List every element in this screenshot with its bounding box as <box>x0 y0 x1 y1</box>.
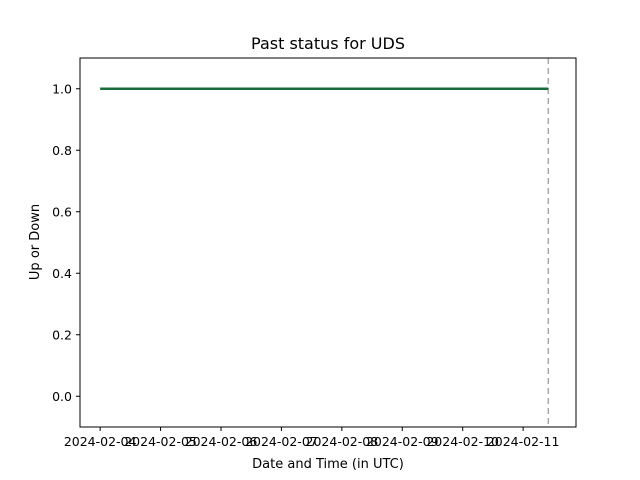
x-tick-label: 2024-02-08 <box>306 434 379 449</box>
plot-frame <box>79 57 577 428</box>
x-tick-label: 2024-02-04 <box>64 434 137 449</box>
y-tick-label: 0.6 <box>52 204 72 219</box>
plot-layer <box>100 58 550 427</box>
x-tick-label: 2024-02-07 <box>245 434 318 449</box>
x-axis-label: Date and Time (in UTC) <box>252 457 404 472</box>
y-tick-label: 0.2 <box>52 327 72 342</box>
x-tick-label: 2024-02-06 <box>185 434 258 449</box>
x-tick-label: 2024-02-11 <box>487 434 560 449</box>
y-tick-label: 1.0 <box>52 81 72 96</box>
y-tick-label: 0.4 <box>52 266 72 281</box>
y-axis-label: Up or Down <box>28 204 43 280</box>
y-axis-ticks: 0.0 0.2 0.4 0.6 0.8 1.0 <box>52 81 80 404</box>
y-tick-label: 0.0 <box>52 389 72 404</box>
x-axis-ticks: 2024-02-042024-02-052024-02-062024-02-07… <box>64 427 560 449</box>
x-tick-label: 2024-02-10 <box>426 434 499 449</box>
chart-title: Past status for UDS <box>251 34 405 53</box>
x-tick-label: 2024-02-05 <box>124 434 197 449</box>
x-tick-label: 2024-02-09 <box>366 434 439 449</box>
y-tick-label: 0.8 <box>52 143 72 158</box>
